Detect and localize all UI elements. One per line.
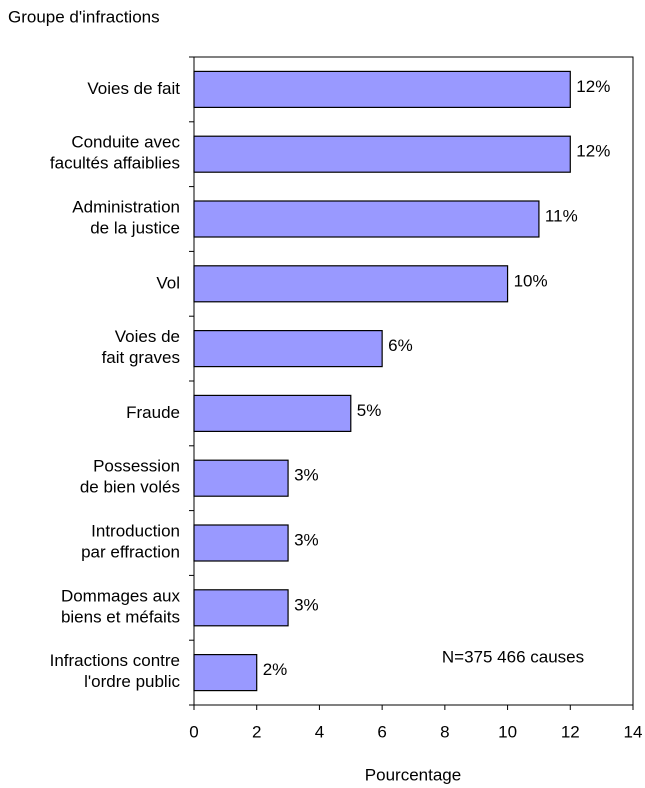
y-tick-label: Fraude bbox=[126, 403, 180, 422]
y-tick-label: Conduite avec facultés affaiblies bbox=[50, 133, 181, 173]
bar bbox=[193, 524, 289, 562]
bar bbox=[193, 394, 352, 432]
bar bbox=[193, 330, 383, 368]
value-label: 12% bbox=[576, 142, 610, 161]
y-tick-label: Administration de la justice bbox=[72, 198, 180, 238]
x-tick-label: 4 bbox=[315, 722, 324, 741]
bar bbox=[193, 70, 571, 109]
y-tick-label: Voies de fait graves bbox=[102, 328, 180, 368]
y-tick-label: Dommages aux biens et méfaits bbox=[61, 587, 181, 627]
value-label: 5% bbox=[357, 401, 382, 420]
y-tick-label: Possession de bien volés bbox=[80, 457, 180, 497]
y-tick-label: Voies de fait bbox=[87, 79, 180, 98]
bar bbox=[193, 200, 540, 238]
value-label: 6% bbox=[388, 336, 413, 355]
x-axis-title: Pourcentage bbox=[365, 765, 461, 784]
value-label: 2% bbox=[263, 660, 288, 679]
y-tick-label: Introduction par effraction bbox=[81, 522, 180, 562]
x-tick-label: 10 bbox=[498, 722, 517, 741]
bar bbox=[193, 653, 258, 692]
x-tick-label: 12 bbox=[561, 722, 580, 741]
x-tick-label: 14 bbox=[624, 722, 643, 741]
x-tick-label: 0 bbox=[189, 722, 198, 741]
value-label: 11% bbox=[545, 206, 578, 225]
bar bbox=[193, 589, 289, 627]
bar bbox=[193, 265, 509, 303]
y-axis-title: Groupe d'infractions bbox=[8, 7, 160, 26]
value-label: 12% bbox=[576, 77, 610, 96]
x-tick-label: 2 bbox=[252, 722, 261, 741]
y-tick-label: Infractions contre l'ordre public bbox=[50, 652, 181, 692]
bar bbox=[193, 459, 289, 497]
bar bbox=[193, 135, 571, 173]
y-tick-label: Vol bbox=[156, 273, 180, 292]
value-label: 10% bbox=[514, 271, 548, 290]
annotation: N=375 466 causes bbox=[442, 647, 584, 666]
value-label: 3% bbox=[294, 466, 319, 485]
x-tick-label: 8 bbox=[440, 722, 449, 741]
value-label: 3% bbox=[294, 595, 319, 614]
value-label: 3% bbox=[294, 530, 319, 549]
x-tick-label: 6 bbox=[377, 722, 386, 741]
